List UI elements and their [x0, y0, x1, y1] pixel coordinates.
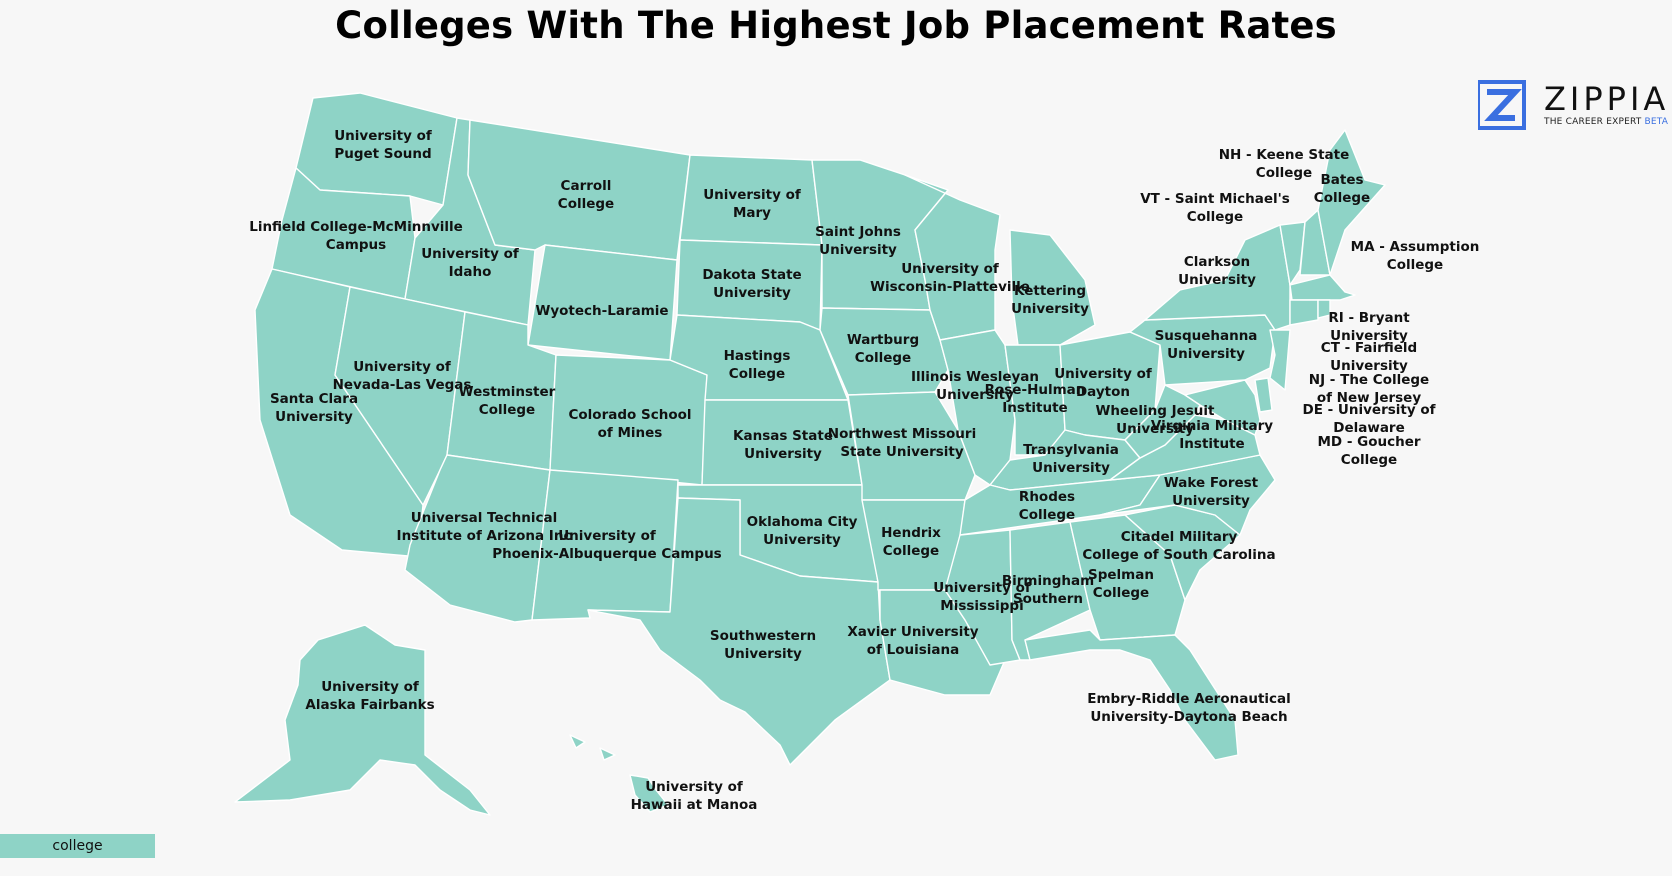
label-ks: Kansas State University	[733, 428, 833, 462]
state-nj[interactable]	[1269, 329, 1291, 391]
label-nc: Wake Forest University	[1163, 475, 1259, 509]
state-tx[interactable]	[587, 497, 891, 766]
label-sc: Citadel Military College of South Carolin…	[1082, 529, 1276, 563]
zippia-z-logo-icon	[1478, 80, 1526, 130]
state-mo[interactable]	[847, 391, 976, 501]
legend-college[interactable]: college	[0, 834, 155, 858]
label-mt: Carroll College	[557, 178, 615, 212]
label-nh: NH - Keene State College	[1218, 147, 1350, 181]
label-fl: Embry-Riddle Aeronautical University-Dayt…	[1087, 691, 1291, 725]
state-ma[interactable]	[1289, 274, 1356, 301]
logo-beta-badge: BETA	[1644, 117, 1669, 127]
label-tx: Southwestern University	[709, 628, 817, 662]
map-title: Colleges With The Highest Job Placement …	[335, 4, 1337, 47]
label-ky: Transylvania University	[1023, 442, 1119, 476]
label-ga: Spelman College	[1088, 567, 1154, 601]
label-ny: Clarkson University	[1178, 254, 1256, 288]
label-il: Illinois Wesleyan University	[910, 369, 1040, 403]
state-fl[interactable]	[1024, 629, 1239, 761]
label-de: DE - University of Delaware	[1302, 402, 1436, 436]
label-ak: University of Alaska Fairbanks	[305, 679, 435, 713]
label-hi: University of Hawaii at Manoa	[630, 779, 758, 813]
label-ri: RI - Bryant University	[1328, 310, 1410, 344]
label-ca: Santa Clara University	[269, 391, 359, 425]
label-md: MD - Goucher College	[1317, 434, 1421, 468]
state-md[interactable]	[1184, 379, 1261, 436]
label-ut: Westminster College	[458, 384, 556, 418]
label-ms: University of Mississippi	[933, 580, 1031, 614]
label-mi: Kettering University	[1011, 283, 1089, 317]
state-shapes	[234, 92, 1386, 816]
label-ct: CT - Fairfield University	[1320, 340, 1418, 374]
label-me: Bates College	[1313, 172, 1371, 206]
label-nj: NJ - The College of New Jersey	[1308, 372, 1430, 406]
label-tn: Rhodes College	[1018, 489, 1076, 523]
state-nc[interactable]	[1099, 454, 1276, 536]
label-mo: Northwest Missouri State University	[827, 426, 977, 460]
label-az: Universal Technical Institute of Arizona …	[396, 510, 572, 544]
state-me[interactable]	[1317, 129, 1386, 276]
state-ri[interactable]	[1317, 299, 1331, 319]
label-in: Rose-Hulman Institute	[984, 382, 1086, 416]
label-mn: Saint Johns University	[815, 224, 901, 258]
label-ma: MA - Assumption College	[1350, 239, 1480, 273]
logo-tagline: THE CAREER EXPERT BETA	[1544, 117, 1669, 127]
label-wv: Wheeling Jesuit University	[1095, 403, 1215, 437]
state-ak[interactable]	[234, 624, 491, 816]
state-de[interactable]	[1254, 377, 1273, 413]
label-wy: Wyotech-Laramie	[535, 303, 669, 319]
label-sd: Dakota State University	[702, 267, 802, 301]
logo-wordmark: ZIPPIA	[1544, 80, 1670, 118]
label-nv: University of Nevada-Las Vegas	[332, 359, 472, 393]
state-ct[interactable]	[1289, 299, 1319, 326]
label-nm: University of Phoenix-Albuquerque Campus	[492, 528, 722, 562]
label-co: Colorado School of Mines	[568, 407, 692, 441]
label-al: Birmingham Southern	[1001, 573, 1095, 607]
label-wi: University of Wisconsin-Platteville	[870, 261, 1030, 295]
label-ar: Hendrix College	[881, 525, 941, 559]
state-hi[interactable]	[569, 734, 669, 813]
label-wa: University of Puget Sound	[334, 128, 432, 162]
label-va: Virginia Military Institute	[1150, 418, 1274, 452]
label-or: Linfield College-McMinnville Campus	[249, 219, 463, 253]
label-oh: University of Dayton	[1054, 366, 1152, 400]
label-vt: VT - Saint Michael's College	[1140, 191, 1290, 225]
label-la: Xavier University of Louisiana	[847, 624, 979, 658]
label-nd: University of Mary	[703, 187, 801, 221]
label-id: University of Idaho	[421, 246, 519, 280]
label-pa: Susquehanna University	[1154, 328, 1258, 362]
label-ne: Hastings College	[723, 348, 791, 382]
label-ok: Oklahoma City University	[746, 514, 858, 548]
label-ia: Wartburg College	[846, 332, 920, 366]
state-mi[interactable]	[1009, 229, 1096, 346]
